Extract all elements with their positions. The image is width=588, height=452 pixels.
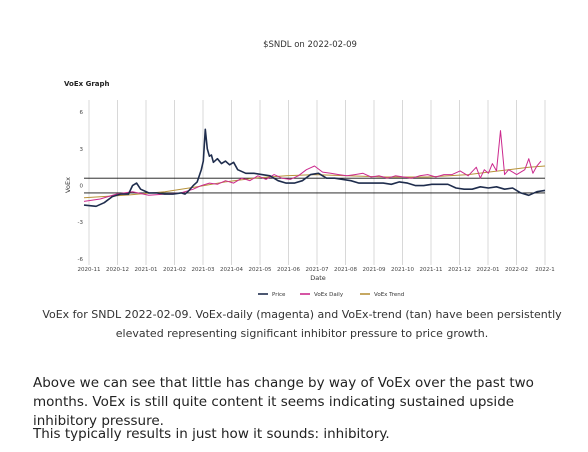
- x-tick-label: 2022-02: [505, 267, 528, 273]
- y-tick-label: 3: [80, 147, 84, 153]
- x-tick-label: 2022-1: [535, 267, 554, 273]
- x-tick-label: 2021-10: [391, 267, 414, 273]
- x-tick-label: 2021-09: [363, 267, 386, 273]
- voex-chart: $SNDL on 2022-02-09 VoEx Graph 6 3 0 -3 -6 2…: [64, 40, 555, 298]
- x-tick-label: 2021-06: [277, 267, 300, 273]
- reference-lines: [84, 177, 545, 194]
- series-line-price: [83, 128, 546, 208]
- x-tick-label: 2021-01: [135, 267, 158, 273]
- x-tick-label: 2022-01: [477, 267, 500, 273]
- vertical-grid: [88, 100, 546, 265]
- x-tick-label: 2021-02: [163, 267, 186, 273]
- x-tick-label: 2021-12: [448, 267, 471, 273]
- y-tick-label: -6: [78, 257, 84, 263]
- x-axis-label: Date: [310, 274, 326, 282]
- y-tick-labels: 6 3 0 -3 -6: [78, 110, 84, 263]
- legend-label: VoEx Daily: [314, 292, 344, 298]
- x-tick-label: 2021-03: [192, 267, 215, 273]
- y-tick-label: 6: [80, 110, 84, 116]
- x-tick-label: 2020-11: [78, 267, 101, 273]
- legend: Price VoEx Daily VoEx Trend: [258, 292, 404, 298]
- paragraph-1: Above we can see that little has change …: [33, 375, 534, 429]
- chart-title: $SNDL on 2022-02-09: [263, 40, 357, 50]
- x-tick-label: 2021-04: [220, 267, 243, 273]
- x-tick-label: 2021-11: [420, 267, 443, 273]
- y-tick-label: -3: [78, 220, 84, 226]
- x-tick-labels: 2020-11 2020-12 2021-01 2021-02 2021-03 2021-…: [78, 267, 555, 273]
- x-tick-label: 2021-08: [334, 267, 357, 273]
- legend-label: Price: [272, 292, 286, 298]
- paragraph-2: This typically results in just how it so…: [33, 426, 390, 442]
- y-tick-label: 0: [80, 184, 84, 190]
- chart-subtitle: VoEx Graph: [64, 80, 110, 88]
- series-line-voex-trend: [83, 165, 546, 199]
- x-tick-label: 2021-07: [306, 267, 329, 273]
- y-axis-label: VoEx: [64, 177, 72, 193]
- series-line-voex-daily: [83, 130, 542, 202]
- legend-label: VoEx Trend: [374, 292, 404, 298]
- x-tick-label: 2021-05: [249, 267, 272, 273]
- figure-caption: VoEx for SNDL 2022-02-09. VoEx-daily (ma…: [42, 308, 562, 340]
- x-tick-label: 2020-12: [106, 267, 129, 273]
- series-lines: [83, 128, 546, 208]
